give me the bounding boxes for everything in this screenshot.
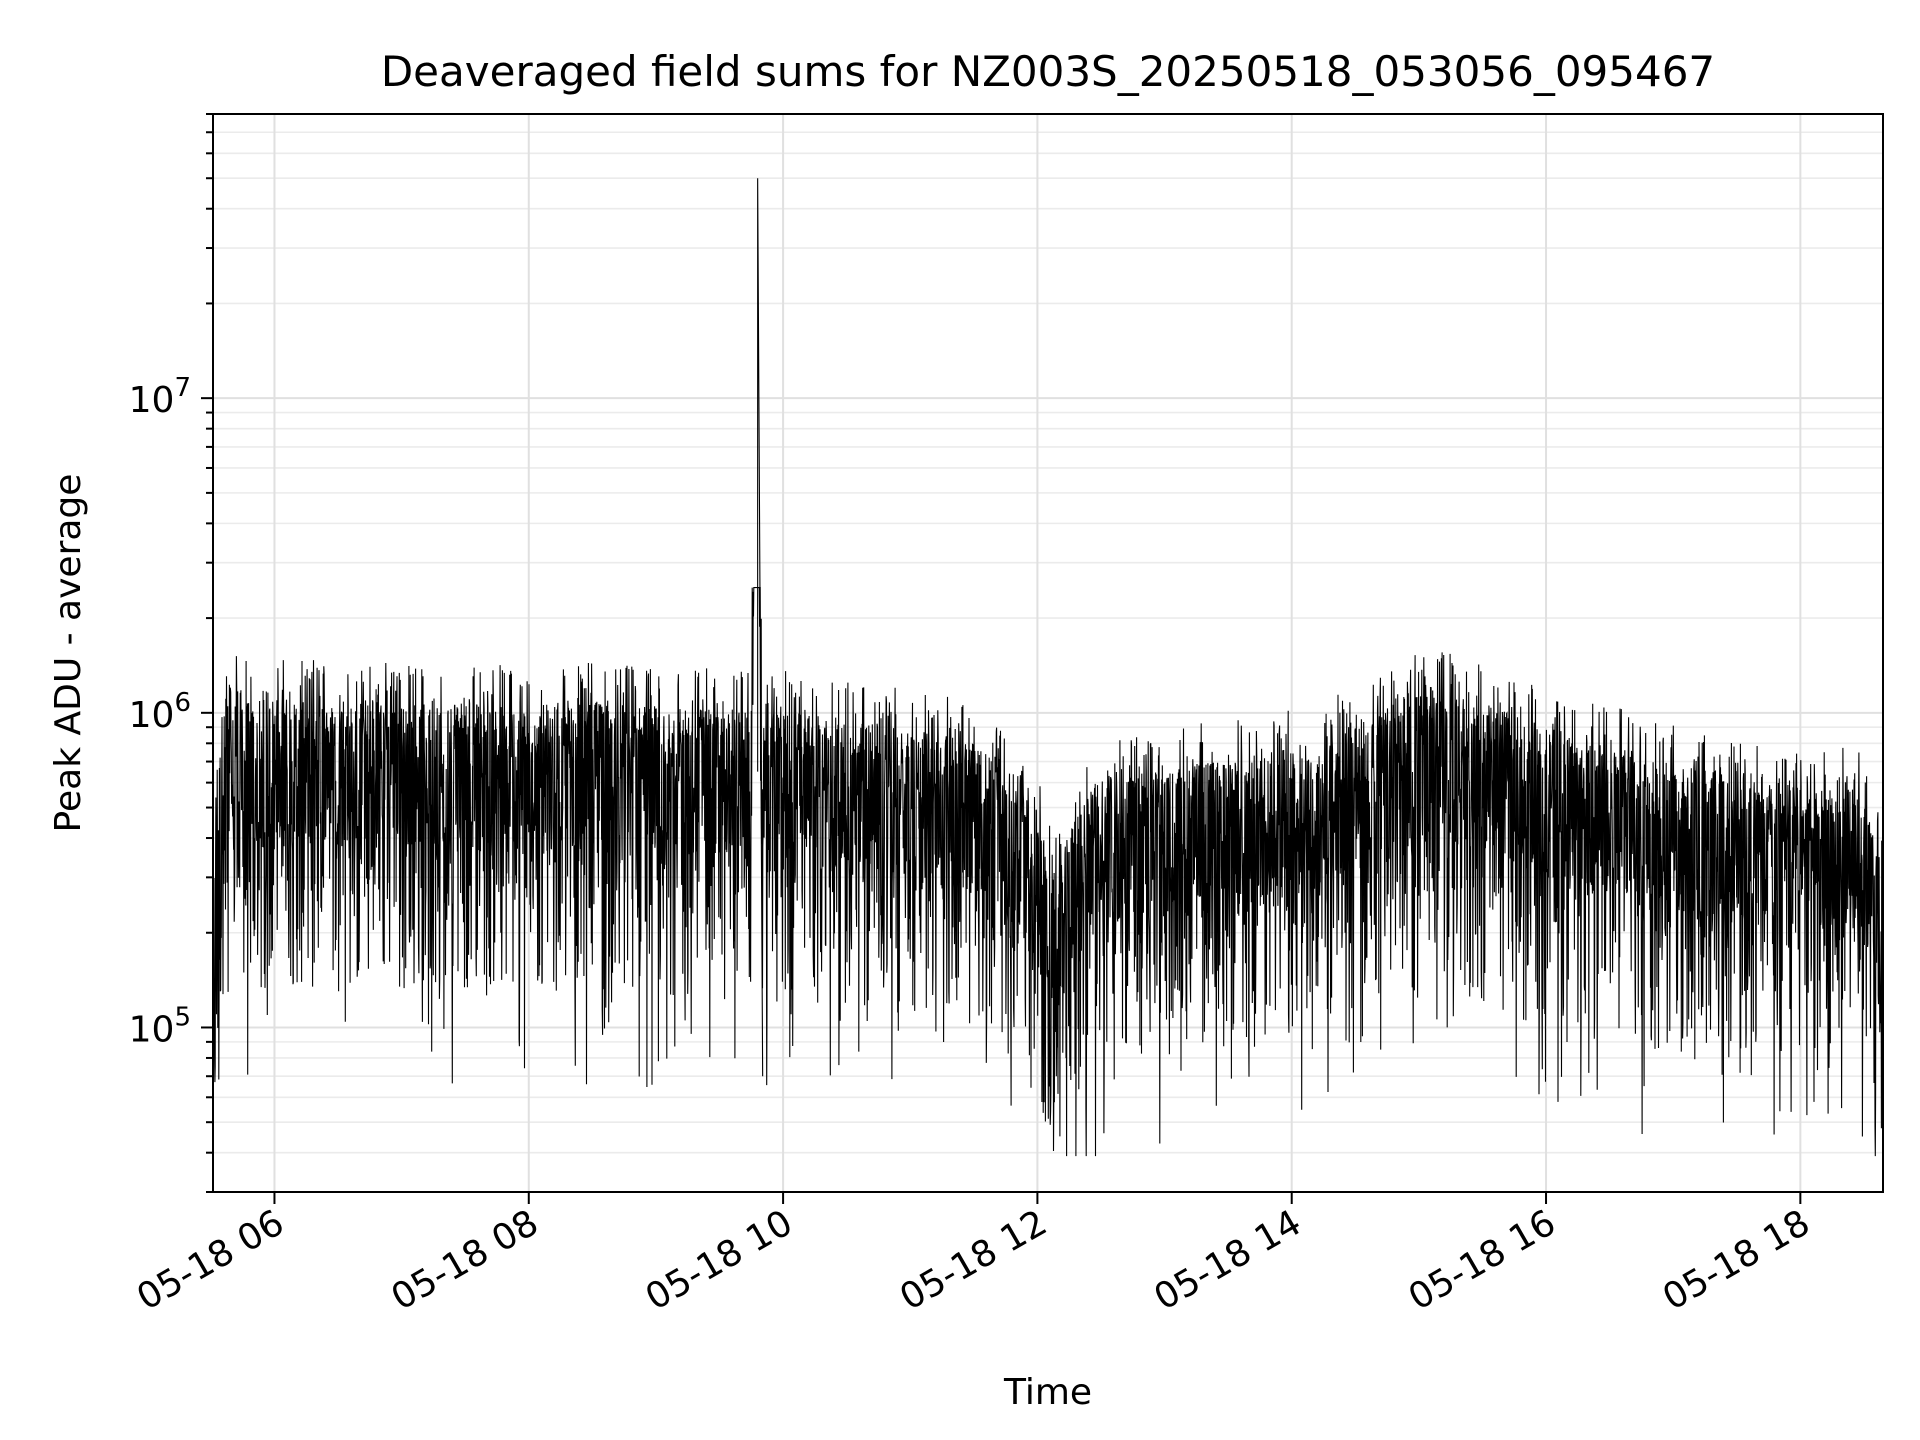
y-axis-label: Peak ADU - average xyxy=(48,474,89,833)
x-tick-label: 05-18 12 xyxy=(893,1202,1054,1318)
x-tick-label: 05-18 06 xyxy=(130,1202,291,1318)
x-tick-label: 05-18 16 xyxy=(1402,1202,1563,1318)
y-axis: 105 106 107 xyxy=(129,113,213,1193)
y-tick-label: 106 xyxy=(129,688,191,736)
chart-title: Deaveraged field sums for NZ003S_2025051… xyxy=(381,47,1715,96)
x-tick-label: 05-18 10 xyxy=(639,1202,800,1318)
y-tick-label: 105 xyxy=(129,1002,191,1050)
y-tick-label: 107 xyxy=(129,373,191,421)
x-tick-label: 05-18 08 xyxy=(385,1202,546,1318)
data-series xyxy=(213,178,1883,1157)
x-tick-label: 05-18 14 xyxy=(1148,1202,1309,1318)
x-tick-label: 05-18 18 xyxy=(1656,1202,1817,1318)
x-axis-label: Time xyxy=(1003,1372,1092,1413)
series-line xyxy=(213,587,1883,1157)
series-spike xyxy=(757,178,764,1077)
plot-frame xyxy=(212,113,1884,1193)
x-axis: 05-18 06 05-18 08 05-18 10 05-18 12 05-18 14… xyxy=(130,1192,1817,1319)
